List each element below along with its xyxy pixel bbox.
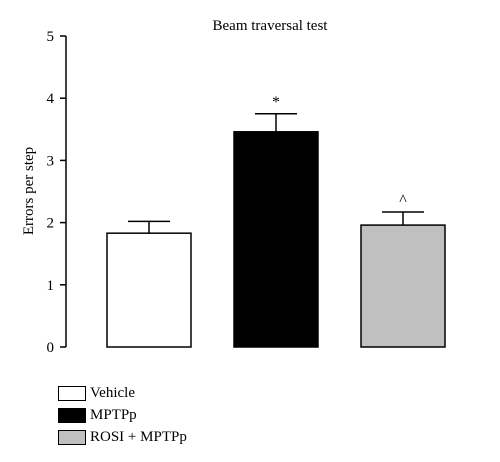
y-axis: 0 1 2 3 4 5 [47,29,67,356]
legend-label: MPTPp [90,406,137,423]
legend: Vehicle MPTPp ROSI + MPTPp [58,383,187,449]
legend-label: ROSI + MPTPp [90,428,187,445]
y-tick-label: 2 [47,216,55,232]
y-tick-label: 5 [47,29,55,45]
legend-label: Vehicle [90,384,135,401]
chart-title: Beam traversal test [213,18,329,34]
legend-item: Vehicle [58,383,187,403]
bar-3 [360,224,446,348]
y-axis-label: Errors per step [21,147,37,235]
y-tick-label: 4 [47,91,55,107]
legend-swatch [58,429,86,445]
bar-2 [233,131,319,348]
y-tick-label: 1 [47,278,55,294]
legend-item: MPTPp [58,405,187,425]
bar-1 [106,232,192,348]
significance-marker: ^ [399,192,407,209]
y-tick-label: 3 [47,153,55,169]
y-tick-label: 0 [47,340,55,356]
bars-group: *^ [106,94,446,348]
legend-item: ROSI + MPTPp [58,427,187,447]
legend-swatch [58,407,86,423]
legend-swatch [58,385,86,401]
significance-marker: * [272,94,280,111]
